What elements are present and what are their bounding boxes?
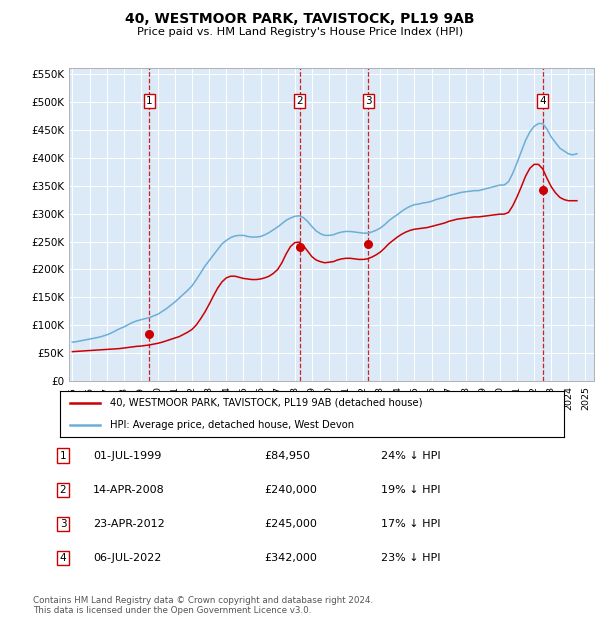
Text: 23-APR-2012: 23-APR-2012	[93, 519, 165, 529]
Text: 24% ↓ HPI: 24% ↓ HPI	[381, 451, 440, 461]
Text: 4: 4	[539, 96, 546, 106]
Text: 19% ↓ HPI: 19% ↓ HPI	[381, 485, 440, 495]
Text: 06-JUL-2022: 06-JUL-2022	[93, 553, 161, 563]
Text: £245,000: £245,000	[264, 519, 317, 529]
Text: 40, WESTMOOR PARK, TAVISTOCK, PL19 9AB (detached house): 40, WESTMOOR PARK, TAVISTOCK, PL19 9AB (…	[110, 397, 423, 408]
Text: Price paid vs. HM Land Registry's House Price Index (HPI): Price paid vs. HM Land Registry's House …	[137, 27, 463, 37]
Text: £240,000: £240,000	[264, 485, 317, 495]
Text: 1: 1	[59, 451, 67, 461]
Text: 2: 2	[296, 96, 303, 106]
Text: 17% ↓ HPI: 17% ↓ HPI	[381, 519, 440, 529]
Text: 1: 1	[146, 96, 152, 106]
Text: 4: 4	[59, 553, 67, 563]
Text: Contains HM Land Registry data © Crown copyright and database right 2024.
This d: Contains HM Land Registry data © Crown c…	[33, 596, 373, 615]
Text: 40, WESTMOOR PARK, TAVISTOCK, PL19 9AB: 40, WESTMOOR PARK, TAVISTOCK, PL19 9AB	[125, 12, 475, 25]
Text: 23% ↓ HPI: 23% ↓ HPI	[381, 553, 440, 563]
Text: 14-APR-2008: 14-APR-2008	[93, 485, 165, 495]
Text: 2: 2	[59, 485, 67, 495]
Text: 3: 3	[365, 96, 371, 106]
Text: 3: 3	[59, 519, 67, 529]
Text: £342,000: £342,000	[264, 553, 317, 563]
Text: £84,950: £84,950	[264, 451, 310, 461]
Text: HPI: Average price, detached house, West Devon: HPI: Average price, detached house, West…	[110, 420, 355, 430]
Text: 01-JUL-1999: 01-JUL-1999	[93, 451, 161, 461]
